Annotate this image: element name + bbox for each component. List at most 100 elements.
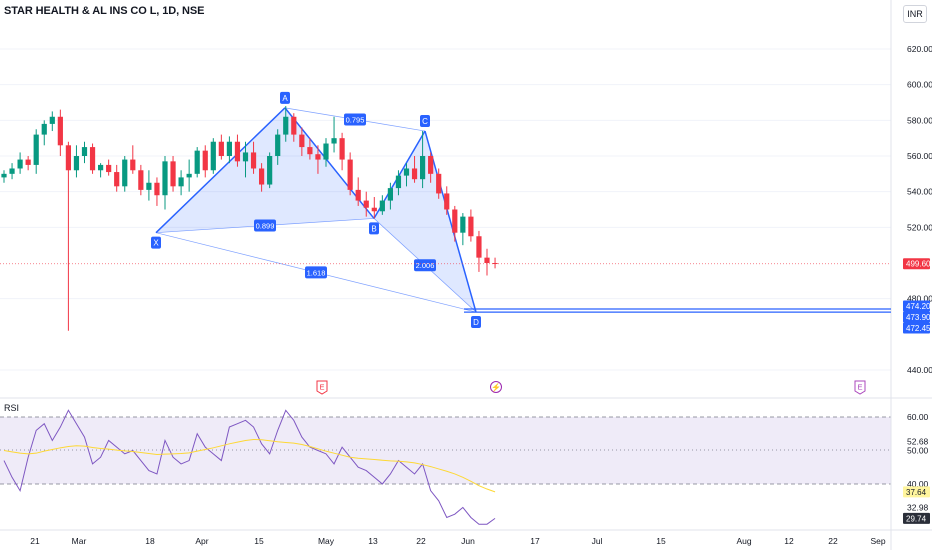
time-tick: 17 [530,536,540,546]
candle-body [17,159,23,169]
candle-body [25,159,31,165]
candle-body [146,182,152,190]
candle-body [323,143,329,160]
time-tick: Jun [461,536,475,546]
price-value-label: 473.90 [906,313,931,322]
price-tick: 440.00 [907,365,932,375]
time-tick: 22 [416,536,426,546]
price-value-label: 499.60 [906,260,931,269]
price-tick: 560.00 [907,151,932,161]
time-tick: 22 [828,536,838,546]
pattern-point-label: D [473,318,479,327]
rsi-value-label: 29.74 [906,514,927,523]
candle-body [444,193,450,210]
time-tick: Mar [72,536,87,546]
pattern-ratio-label: 1.618 [307,268,326,277]
candle-body [476,236,482,258]
price-value-label: 472.45 [906,324,931,333]
candle-body [315,154,321,160]
time-tick: 15 [656,536,666,546]
price-value-label-bg [903,322,930,334]
candle-body [347,159,353,190]
candle-body [33,134,39,165]
dividend-icon [490,381,502,393]
candle-body [411,168,418,180]
price-tick: 600.00 [907,80,932,90]
time-tick: 15 [254,536,264,546]
time-tick: Aug [736,536,751,546]
candle-body [210,141,216,171]
candle-body [154,182,160,196]
pattern-point-label: X [153,239,159,248]
rsi-series [3,409,496,525]
time-tick: Apr [195,536,208,546]
pattern-point-badge [471,316,481,329]
xabcd-pattern[interactable]: X A B C D 0.795 0.899 1.618 2.006 [151,91,891,329]
rsi-line [3,409,496,525]
candle-body [379,200,385,212]
price-value-label-bg [903,258,930,270]
pattern-leg [424,130,477,313]
currency-button[interactable]: INR [903,5,927,23]
candle-body [138,170,144,190]
candle-body [202,150,208,171]
rsi-ma-line [3,438,496,493]
time-tick: 21 [30,536,40,546]
candle-body [331,138,337,144]
candle-body [267,156,273,185]
candle-body [9,168,15,174]
rsi-tick: 50.00 [907,446,929,456]
rsi-tick: 32.98 [907,503,929,513]
price-value-label: 474.20 [906,302,931,311]
candle-body [387,188,393,201]
candle-body [194,150,200,174]
pattern-leg [155,107,286,234]
price-value-label-bg [903,311,930,323]
candle-body [468,216,474,237]
time-tick: 12 [784,536,794,546]
candle-body [283,116,289,135]
candle-body [355,189,361,201]
time-tick: Jul [592,536,603,546]
candle-body [162,161,168,196]
candle-body [98,164,104,171]
candle-body [57,116,63,146]
candle-body [41,123,47,135]
earnings-icon [854,380,866,395]
pattern-point-badge [369,222,379,235]
candle-body [403,168,410,176]
candle-body [420,156,426,180]
rsi-tick: 40.00 [907,479,929,489]
candle-body [436,173,442,194]
time-tick: 13 [368,536,378,546]
candle-body [291,116,297,135]
candle-body [89,147,96,171]
candle-body [122,159,128,187]
pattern-point-badge [420,115,430,128]
rsi-tick: 52.68 [907,437,929,447]
pattern-ratio-badge [414,259,436,272]
pattern-ratio-badge [254,219,276,232]
candle-body [259,168,265,185]
earnings-icon [316,380,328,395]
rsi-band [0,417,891,484]
candle-body [226,141,232,156]
pattern-ratio-badge [305,266,327,279]
rsi-value-label-bg [903,512,930,524]
candle-body [395,175,402,189]
price-value-label-bg [903,300,930,312]
earnings-glyph: E [319,383,324,392]
pattern-ratio-label: 2.006 [416,261,435,270]
candle-body [178,177,184,187]
candle-body [234,141,241,162]
time-tick: Sep [870,536,885,546]
candle-body [242,152,249,162]
price-tick: 540.00 [907,187,932,197]
candle-body [218,141,224,156]
rsi-title[interactable]: RSI [4,403,20,413]
candle-body [106,164,112,173]
symbol-title[interactable]: STAR HEALTH & AL INS CO L, 1D, NSE [4,5,205,17]
pattern-ratio-badge [344,113,366,126]
